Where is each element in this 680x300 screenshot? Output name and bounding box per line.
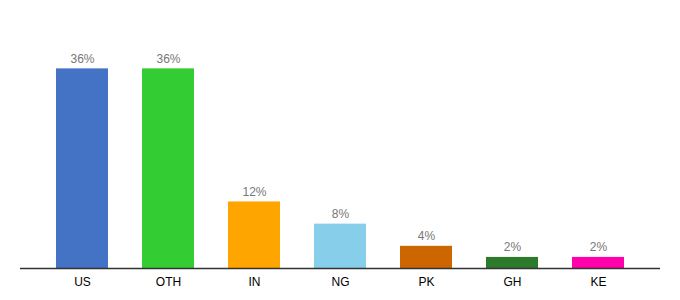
svg-text:KE: KE xyxy=(590,275,606,289)
svg-text:8%: 8% xyxy=(332,207,350,221)
svg-text:OTH: OTH xyxy=(156,275,181,289)
svg-text:PK: PK xyxy=(418,275,434,289)
svg-text:US: US xyxy=(74,275,91,289)
svg-text:4%: 4% xyxy=(418,229,436,243)
svg-text:12%: 12% xyxy=(242,185,266,199)
svg-text:36%: 36% xyxy=(70,52,94,66)
svg-text:GH: GH xyxy=(504,275,522,289)
svg-text:NG: NG xyxy=(332,275,350,289)
svg-text:36%: 36% xyxy=(156,52,180,66)
svg-text:2%: 2% xyxy=(504,240,522,254)
svg-text:IN: IN xyxy=(249,275,261,289)
svg-text:2%: 2% xyxy=(590,240,608,254)
